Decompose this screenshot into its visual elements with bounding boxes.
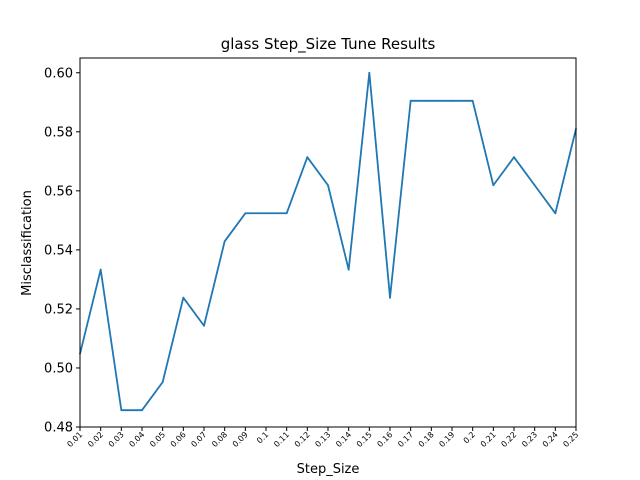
data-point bbox=[513, 156, 515, 159]
data-point bbox=[533, 184, 536, 187]
data-point bbox=[451, 99, 453, 102]
x-tick-label: 0.05 bbox=[148, 430, 167, 449]
x-tick-label: 0.21 bbox=[479, 430, 498, 449]
data-point bbox=[471, 99, 474, 102]
x-tick-label: 0.11 bbox=[272, 430, 291, 449]
x-tick-label: 0.06 bbox=[169, 430, 188, 449]
x-tick-label: 0.02 bbox=[86, 430, 105, 449]
data-point bbox=[285, 212, 288, 215]
y-tick-label: 0.60 bbox=[44, 66, 73, 81]
x-tick-label: 0.07 bbox=[189, 430, 208, 449]
data-point bbox=[389, 296, 391, 299]
data-point bbox=[306, 156, 309, 159]
y-tick-label: 0.52 bbox=[44, 302, 73, 317]
data-point bbox=[554, 212, 557, 215]
x-tick-label: 0.14 bbox=[334, 430, 353, 449]
data-point bbox=[368, 71, 371, 74]
data-point bbox=[99, 268, 102, 271]
x-tick-label: 0.08 bbox=[210, 430, 229, 449]
data-point bbox=[409, 99, 412, 102]
data-point bbox=[347, 268, 350, 271]
y-tick-label: 0.56 bbox=[44, 184, 73, 199]
x-tick-label: 0.2 bbox=[462, 430, 477, 445]
x-tick-label: 0.15 bbox=[355, 430, 374, 449]
data-point bbox=[141, 409, 143, 412]
x-tick-label: 0.17 bbox=[396, 430, 415, 449]
chart-title: glass Step_Size Tune Results bbox=[221, 35, 436, 54]
data-point bbox=[327, 184, 329, 187]
x-tick-label: 0.12 bbox=[293, 430, 312, 449]
data-point bbox=[492, 184, 495, 187]
data-point bbox=[203, 324, 205, 327]
y-tick-label: 0.50 bbox=[44, 361, 73, 376]
x-tick-label: 0.09 bbox=[231, 430, 250, 449]
data-point bbox=[244, 212, 247, 215]
plot-area bbox=[79, 57, 577, 428]
series-line bbox=[79, 71, 577, 412]
data-point bbox=[223, 240, 226, 243]
x-tick-label: 0.24 bbox=[541, 430, 560, 449]
data-point bbox=[120, 409, 123, 412]
data-point bbox=[182, 296, 185, 299]
y-tick-label: 0.58 bbox=[44, 125, 73, 140]
x-axis-label: Step_Size bbox=[297, 462, 360, 477]
y-tick-label: 0.48 bbox=[44, 421, 73, 436]
plot-frame bbox=[79, 57, 577, 428]
data-point bbox=[430, 99, 433, 102]
y-axis: 0.48 0.50 0.52 0.54 0.56 0.58 0.60 bbox=[44, 66, 80, 436]
data-point bbox=[265, 212, 267, 215]
x-tick-label: 0.18 bbox=[417, 430, 436, 449]
data-point bbox=[161, 381, 164, 384]
y-tick-label: 0.54 bbox=[44, 243, 73, 258]
x-tick-label: 0.04 bbox=[127, 430, 146, 449]
x-tick-label: 0.25 bbox=[561, 430, 580, 449]
x-tick-label: 0.19 bbox=[437, 430, 456, 449]
series-layer bbox=[79, 71, 577, 412]
x-tick-label: 0.03 bbox=[107, 430, 126, 449]
x-tick-label: 0.1 bbox=[255, 430, 270, 445]
x-axis: 0.01 0.02 0.03 0.04 0.05 0.06 0.07 0.08 0.09 0.1 0… bbox=[65, 427, 580, 449]
x-tick-label: 0.22 bbox=[499, 430, 518, 449]
x-tick-label: 0.16 bbox=[375, 430, 394, 449]
x-tick-label: 0.13 bbox=[313, 430, 332, 449]
y-axis-label: Misclassification bbox=[20, 190, 35, 296]
x-tick-label: 0.23 bbox=[520, 430, 539, 449]
